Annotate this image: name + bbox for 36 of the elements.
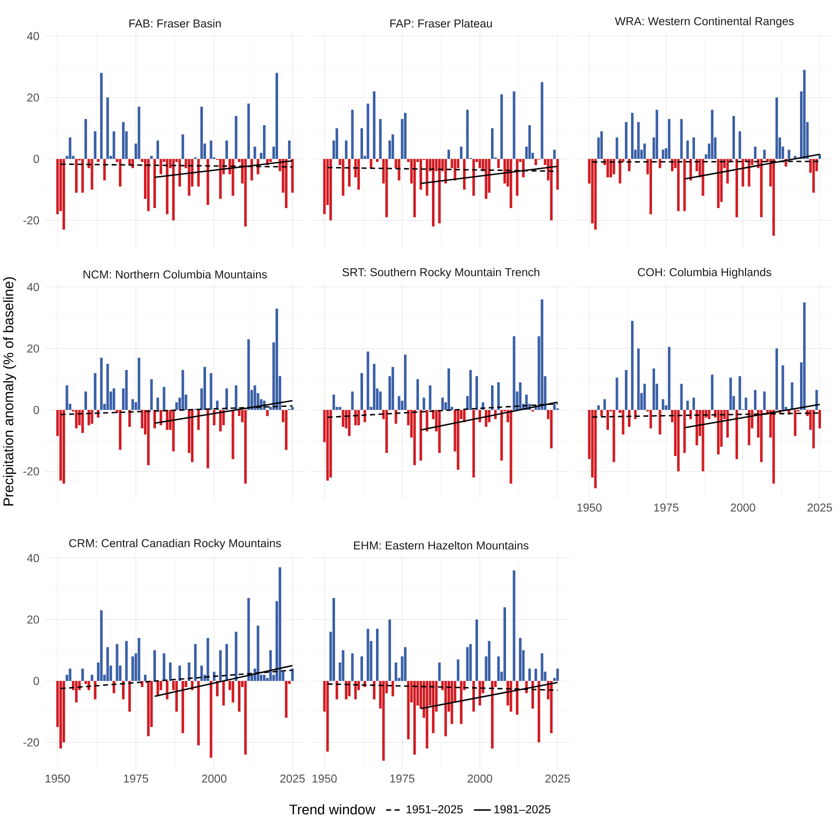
x-tick-label: 2025: [545, 774, 570, 783]
y-tick-label: -20: [23, 216, 40, 224]
legend-title: Trend window: [289, 804, 376, 814]
x-tick-label: 1950: [312, 774, 337, 783]
y-tick-label: 40: [27, 283, 40, 292]
y-tick-label: 0: [34, 676, 40, 685]
x-tick-label: 2000: [202, 774, 226, 783]
x-tick-label: 1975: [390, 774, 414, 783]
y-tick-label: -20: [23, 738, 40, 746]
chart-title: EHM: Eastern Hazelton Mountains: [354, 541, 528, 550]
x-tick-label: 1950: [577, 504, 602, 512]
y-tick-label: 0: [34, 154, 40, 163]
chart-title: COH: Columbia Highlands: [638, 268, 772, 278]
y-tick-label: 40: [27, 554, 40, 562]
y-tick-label: 20: [27, 93, 40, 102]
x-tick-label: 2000: [730, 504, 756, 512]
chart-title: FAB: Fraser Basin: [129, 19, 221, 28]
x-tick-label: 2000: [468, 774, 492, 783]
chart-title: CRM: Central Canadian Rocky Mountains: [69, 538, 281, 550]
y-tick-label: 40: [27, 32, 40, 40]
x-tick-label: 1975: [654, 504, 678, 512]
legend-label: 1951–2025: [406, 805, 463, 814]
x-tick-label: 1975: [124, 774, 148, 783]
x-tick-label: 2025: [280, 774, 305, 783]
x-tick-label: 2025: [808, 504, 832, 512]
legend-label: 1981–2025: [494, 805, 550, 814]
x-tick-label: 1950: [46, 774, 70, 783]
y-tick-label: 0: [34, 406, 40, 414]
y-axis-title: Precipitation anomaly (% of baseline): [3, 277, 16, 506]
y-tick-label: 20: [27, 615, 40, 624]
chart-title: WRA: Western Continental Ranges: [614, 16, 794, 28]
chart-title: NCM: Northern Columbia Mountains: [84, 270, 267, 278]
y-tick-label: -20: [23, 467, 40, 476]
y-tick-label: 20: [27, 344, 40, 353]
chart-title: SRT: Southern Rocky Mountain Trench: [342, 268, 540, 278]
chart-title: FAP: Fraser Plateau: [390, 19, 492, 28]
